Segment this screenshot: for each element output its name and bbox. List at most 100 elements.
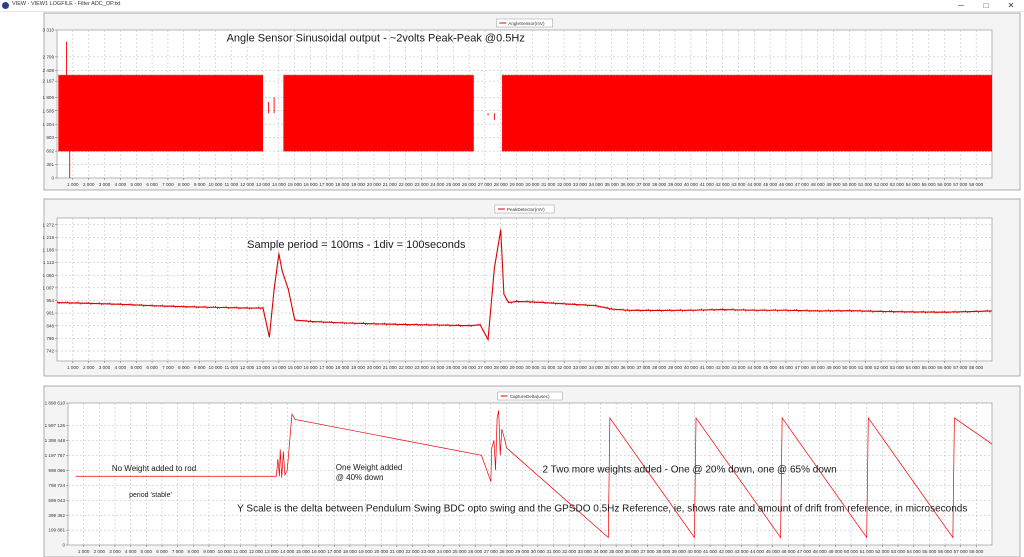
series-noise: [602, 306, 604, 308]
series-noise: [827, 309, 829, 311]
series-noise: [574, 302, 576, 305]
series-noise: [115, 303, 117, 305]
annotation-text: Angle Sensor Sinusoidal output - ~2volts…: [227, 33, 525, 45]
x-tick-label: 4 000: [125, 549, 137, 554]
series-noise: [989, 311, 991, 313]
x-tick-label: 11 000: [233, 549, 247, 554]
series-noise: [289, 300, 292, 302]
close-button[interactable]: ✕: [1007, 1, 1015, 10]
y-tick-label: 1 505: [43, 108, 55, 113]
series-noise: [586, 305, 588, 307]
x-tick-label: 50 000: [842, 365, 856, 370]
series-noise: [643, 309, 645, 311]
series-noise: [151, 304, 153, 306]
series-noise: [443, 324, 445, 326]
x-tick-label: 27 000: [484, 549, 498, 554]
series-noise: [138, 304, 140, 306]
series-noise: [223, 306, 225, 308]
x-tick-label: 21 000: [390, 549, 404, 554]
series-noise: [77, 301, 79, 303]
series-noise: [948, 311, 950, 314]
series-noise: [584, 303, 586, 305]
x-tick-label: 14 000: [272, 365, 286, 370]
x-tick-label: 38 000: [652, 365, 666, 370]
series-noise: [462, 325, 464, 327]
series-line: [75, 410, 992, 539]
series-noise: [608, 308, 610, 311]
x-tick-label: 49 000: [826, 182, 840, 187]
y-tick-label: 2 709: [43, 54, 55, 59]
series-noise: [878, 310, 880, 312]
x-tick-label: 29 000: [510, 182, 524, 187]
x-tick-label: 46 000: [781, 549, 795, 554]
series-noise: [367, 323, 369, 325]
y-tick-label: 2 408: [43, 68, 55, 73]
series-noise: [893, 311, 895, 314]
series-noise: [181, 305, 183, 307]
minimize-button[interactable]: ─: [958, 1, 964, 10]
series-noise: [772, 309, 774, 311]
x-tick-label: 56 000: [937, 182, 951, 187]
series-noise: [362, 322, 364, 324]
series-noise: [829, 311, 831, 313]
x-tick-label: 27 000: [478, 182, 492, 187]
y-tick-label: 798 724: [48, 483, 65, 488]
x-tick-label: 15 000: [288, 182, 302, 187]
series-noise: [800, 310, 802, 312]
series-noise: [238, 308, 240, 310]
series-noise: [641, 310, 643, 312]
series-noise: [645, 309, 648, 311]
x-tick-label: 18 000: [335, 182, 349, 187]
series-noise: [264, 318, 266, 320]
x-tick-label: 2 000: [83, 182, 95, 187]
x-tick-label: 52 000: [875, 549, 889, 554]
series-noise: [626, 308, 629, 310]
series-noise: [776, 310, 779, 312]
series-noise: [789, 310, 791, 312]
y-tick-label: 954: [46, 298, 54, 303]
series-noise: [760, 309, 762, 311]
series-noise: [255, 307, 257, 309]
series-noise: [969, 311, 971, 313]
series-noise: [240, 307, 242, 309]
y-tick-label: 1 272: [43, 222, 55, 227]
series-noise: [292, 309, 294, 311]
series-noise: [493, 266, 495, 268]
series-noise: [770, 309, 772, 311]
series-noise: [669, 308, 671, 311]
x-tick-label: 28 000: [499, 549, 513, 554]
series-noise: [455, 324, 457, 326]
series-noise: [516, 299, 518, 302]
series-noise: [774, 308, 776, 310]
x-tick-label: 22 000: [399, 365, 413, 370]
x-tick-label: 32 000: [557, 365, 571, 370]
series-noise: [126, 304, 128, 306]
series-noise: [684, 310, 686, 312]
series-noise: [734, 310, 736, 312]
series-noise: [449, 325, 451, 327]
series-noise: [722, 308, 724, 310]
series-noise: [615, 309, 617, 311]
y-tick-label: 1 597 126: [45, 423, 66, 428]
series-noise: [388, 324, 390, 326]
y-tick-label: 1 898 610: [45, 401, 66, 406]
series-noise: [815, 309, 817, 312]
x-tick-label: 33 000: [573, 182, 587, 187]
series-noise: [111, 304, 113, 306]
x-tick-label: 55 000: [922, 365, 936, 370]
series-noise: [559, 302, 561, 305]
series-noise: [155, 305, 157, 307]
series-noise: [377, 323, 379, 325]
x-tick-label: 41 000: [700, 365, 714, 370]
series-noise: [912, 310, 914, 312]
series-noise: [604, 306, 606, 308]
series-noise: [952, 310, 954, 313]
series-noise: [426, 323, 428, 325]
series-noise: [354, 323, 356, 325]
series-noise: [844, 310, 846, 312]
series-noise: [787, 310, 789, 312]
y-tick-label: 1 398 448: [45, 438, 66, 443]
x-tick-label: 37 000: [636, 365, 650, 370]
x-tick-label: 36 000: [625, 549, 639, 554]
maximize-button[interactable]: □: [983, 1, 989, 10]
